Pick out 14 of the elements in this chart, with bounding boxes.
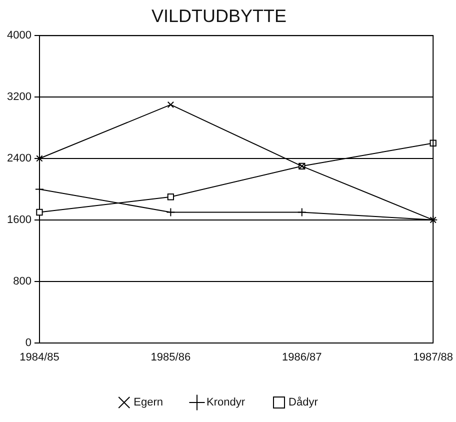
chart-title: VILDTUDBYTTE xyxy=(151,6,287,26)
y-tick-label: 800 xyxy=(13,275,32,288)
y-tick-label: 0 xyxy=(25,336,32,349)
x-tick-label: 1985/86 xyxy=(150,351,191,364)
x-tick-label: 1986/87 xyxy=(282,351,322,364)
legend-label: Egern xyxy=(134,396,164,409)
x-tick-label: 1984/85 xyxy=(20,351,60,364)
y-tick-label: 4000 xyxy=(6,30,32,42)
legend-label: Dådyr xyxy=(288,396,318,409)
y-tick-label: 3200 xyxy=(6,91,32,104)
legend-label: Krondyr xyxy=(206,396,246,409)
x-tick-label: 1987/88 xyxy=(413,351,453,364)
y-tick-label: 1600 xyxy=(6,214,32,226)
y-tick-label: 2400 xyxy=(6,152,32,165)
